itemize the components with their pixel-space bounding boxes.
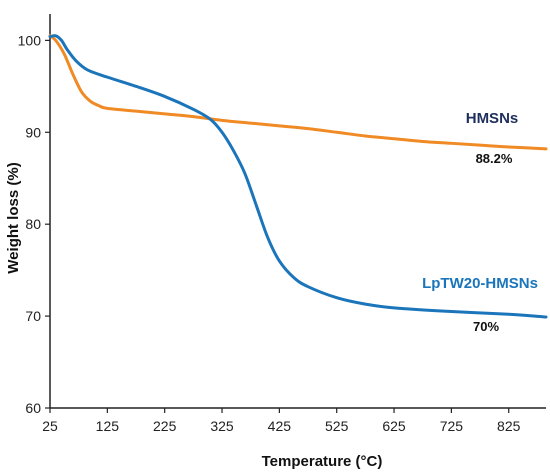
series-line-lptw20-hmsns	[48, 34, 548, 319]
value-label-hmsns: 88.2%	[476, 151, 513, 166]
x-tick-label: 225	[153, 418, 177, 434]
x-tick-label: 425	[268, 418, 292, 434]
y-axis-title: Weight loss (%)	[5, 162, 22, 273]
y-tick-label: 90	[25, 124, 41, 140]
x-tick-label: 525	[325, 418, 349, 434]
ticks: 25 125 225 325 425 525 625 725 825 60 70 80 90 100	[18, 32, 521, 434]
y-tick-label: 100	[18, 32, 42, 48]
series-line-hmsns	[48, 34, 548, 151]
x-tick-label: 625	[382, 418, 406, 434]
series-label-hmsns: HMSNs	[466, 110, 519, 127]
series-layer	[48, 34, 548, 319]
x-tick-label: 325	[210, 418, 234, 434]
value-label-lptw20-hmsns: 70%	[473, 319, 499, 334]
x-tick-label: 725	[440, 418, 464, 434]
x-tick-label: 125	[96, 418, 120, 434]
y-tick-label: 80	[25, 216, 41, 232]
x-axis-title: Temperature (°C)	[262, 453, 383, 470]
series-label-lptw20-hmsns: LpTW20-HMSNs	[422, 275, 538, 292]
y-tick-label: 70	[25, 308, 41, 324]
y-tick-label: 60	[25, 400, 41, 416]
x-tick-label: 825	[497, 418, 521, 434]
x-tick-label: 25	[42, 418, 58, 434]
axes	[49, 14, 546, 409]
